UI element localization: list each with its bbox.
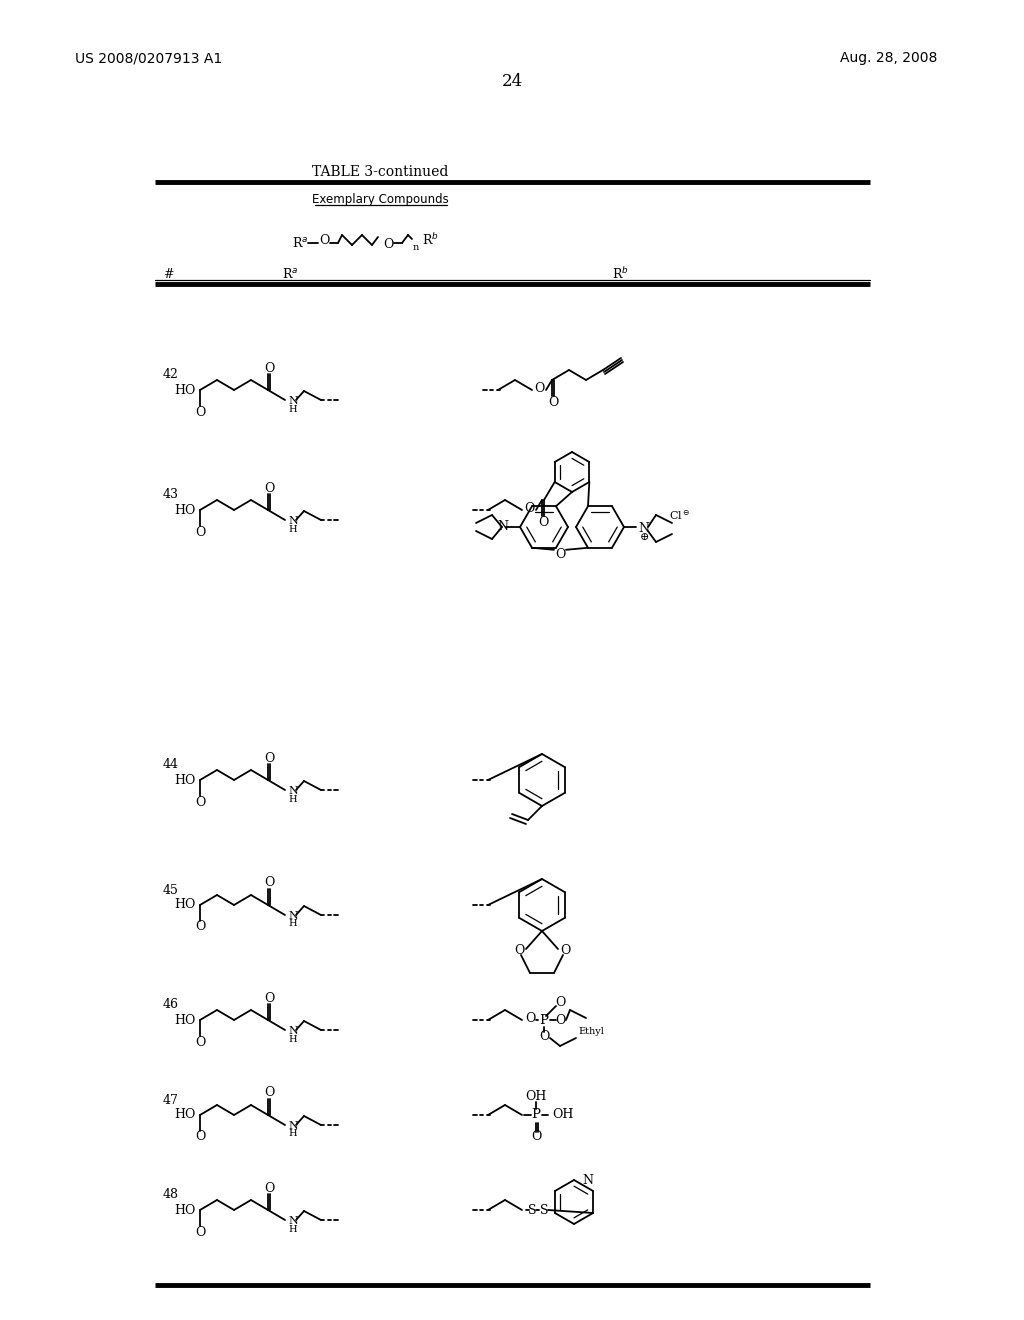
Text: S: S <box>540 1204 548 1217</box>
Text: HO: HO <box>175 1109 196 1122</box>
Text: TABLE 3-continued: TABLE 3-continued <box>312 165 449 180</box>
Text: ⊕: ⊕ <box>639 532 648 543</box>
Text: O: O <box>195 525 205 539</box>
Text: OH: OH <box>525 1090 547 1104</box>
Text: O: O <box>195 405 205 418</box>
Text: O: O <box>264 1181 274 1195</box>
Text: O: O <box>195 1225 205 1238</box>
Text: O: O <box>195 1130 205 1143</box>
Text: H: H <box>288 795 297 804</box>
Text: H: H <box>288 920 297 928</box>
Text: S: S <box>527 1204 537 1217</box>
Text: n: n <box>413 243 419 252</box>
Text: Aug. 28, 2008: Aug. 28, 2008 <box>840 51 937 65</box>
Text: N: N <box>288 396 298 407</box>
Text: HO: HO <box>175 899 196 912</box>
Text: R$^a$: R$^a$ <box>292 236 308 249</box>
Text: O: O <box>530 1130 542 1143</box>
Text: P: P <box>540 1014 549 1027</box>
Text: N: N <box>288 1026 298 1036</box>
Text: O: O <box>514 944 524 957</box>
Text: 45: 45 <box>163 883 179 896</box>
Text: O: O <box>318 235 329 248</box>
Text: R$^b$: R$^b$ <box>611 267 629 282</box>
Text: O: O <box>264 751 274 764</box>
Text: 47: 47 <box>163 1093 179 1106</box>
Text: O: O <box>539 1030 549 1043</box>
Text: O: O <box>555 995 565 1008</box>
Text: R$^a$: R$^a$ <box>282 267 298 281</box>
Text: OH: OH <box>552 1109 573 1122</box>
Text: H: H <box>288 524 297 533</box>
Text: O: O <box>560 944 570 957</box>
Text: O: O <box>524 503 535 516</box>
Text: 43: 43 <box>163 488 179 502</box>
Text: O: O <box>264 362 274 375</box>
Text: O: O <box>555 1015 565 1027</box>
Text: N: N <box>638 523 649 536</box>
Text: P: P <box>531 1109 541 1122</box>
Text: O: O <box>264 991 274 1005</box>
Text: Cl$^\ominus$: Cl$^\ominus$ <box>669 508 690 521</box>
Text: O: O <box>264 1086 274 1100</box>
Text: #: # <box>163 268 173 281</box>
Text: H: H <box>288 1225 297 1233</box>
Text: N: N <box>288 1121 298 1131</box>
Text: 42: 42 <box>163 368 179 381</box>
Text: O: O <box>383 239 393 252</box>
Text: HO: HO <box>175 503 196 516</box>
Text: H: H <box>288 1130 297 1138</box>
Text: R$^b$: R$^b$ <box>422 232 438 248</box>
Text: O: O <box>534 383 544 396</box>
Text: O: O <box>195 920 205 933</box>
Text: O: O <box>195 1035 205 1048</box>
Text: O: O <box>264 876 274 890</box>
Text: H: H <box>288 404 297 413</box>
Text: O: O <box>548 396 558 408</box>
Text: O: O <box>538 516 548 528</box>
Text: Exemplary Compounds: Exemplary Compounds <box>311 194 449 206</box>
Text: H: H <box>288 1035 297 1044</box>
Text: 48: 48 <box>163 1188 179 1201</box>
Text: N: N <box>288 1216 298 1226</box>
Text: N: N <box>288 516 298 525</box>
Text: O: O <box>525 1012 536 1026</box>
Text: N: N <box>288 911 298 921</box>
Text: N: N <box>497 520 508 533</box>
Text: 46: 46 <box>163 998 179 1011</box>
Text: HO: HO <box>175 1014 196 1027</box>
Text: US 2008/0207913 A1: US 2008/0207913 A1 <box>75 51 222 65</box>
Text: 44: 44 <box>163 759 179 771</box>
Text: HO: HO <box>175 1204 196 1217</box>
Text: HO: HO <box>175 774 196 787</box>
Text: HO: HO <box>175 384 196 396</box>
Text: Ethyl: Ethyl <box>578 1027 604 1036</box>
Text: N: N <box>582 1173 593 1187</box>
Text: N: N <box>288 785 298 796</box>
Text: O: O <box>264 482 274 495</box>
Text: 24: 24 <box>502 74 522 91</box>
Text: O: O <box>555 548 565 561</box>
Text: O: O <box>195 796 205 808</box>
